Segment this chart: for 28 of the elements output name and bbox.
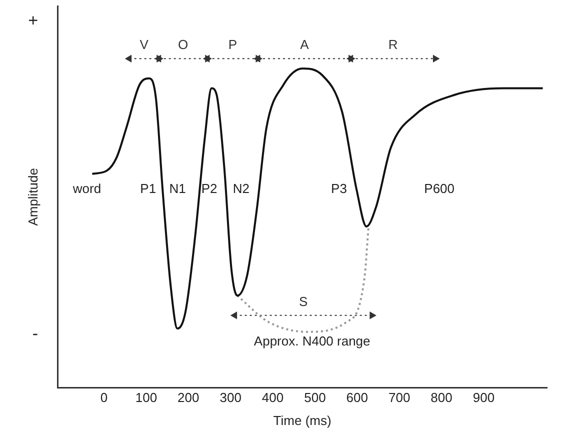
series-label: A	[300, 37, 310, 52]
series-label: P	[228, 37, 238, 52]
x-tick-label: 100	[135, 390, 158, 406]
text: +	[28, 10, 38, 30]
x-tick-label: 500	[304, 390, 326, 406]
annotation: word	[72, 180, 102, 196]
x-tick-label: 700	[388, 390, 410, 406]
series-label: R	[388, 37, 398, 52]
series-label: V	[140, 37, 149, 52]
annotation: P600	[424, 180, 455, 196]
annotation: P1	[140, 180, 156, 196]
annotation: Approx. N400 range	[254, 334, 370, 349]
annotation: N1	[169, 180, 186, 196]
x-axis-title: Time (ms)	[273, 412, 332, 428]
x-tick-label: 900	[472, 390, 495, 406]
annotation: P2	[201, 180, 218, 196]
x-tick-label: 300	[220, 390, 242, 406]
series-label: O	[178, 37, 188, 52]
x-tick-label: 400	[262, 390, 284, 406]
x-tick-label: 800	[430, 390, 452, 406]
x-tick-label: 0	[100, 390, 108, 406]
annotation: N2	[232, 180, 250, 196]
series-label: S	[299, 294, 308, 309]
text: -	[32, 324, 38, 344]
annotation: P3	[331, 180, 347, 196]
x-tick-label: 600	[346, 390, 368, 406]
y-axis-title: Amplitude	[25, 168, 40, 226]
x-tick-label: 200	[178, 390, 200, 406]
